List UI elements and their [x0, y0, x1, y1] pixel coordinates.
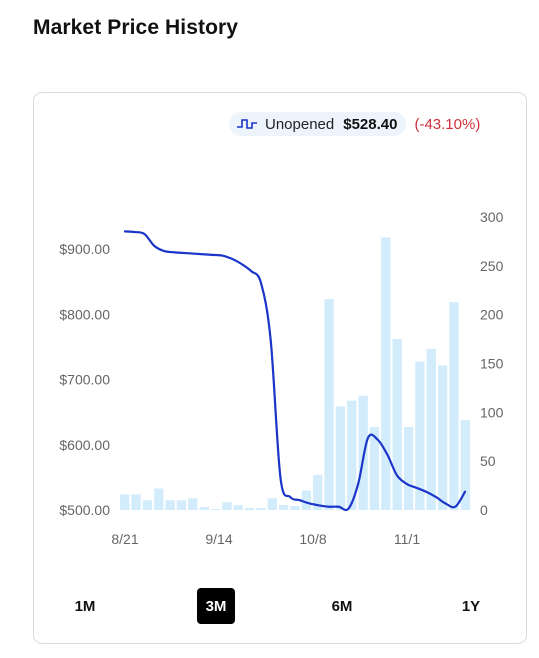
- tab-1y[interactable]: 1Y: [461, 597, 481, 615]
- time-range-tabs: 1M 3M 6M 1Y: [60, 588, 500, 624]
- x-axis-tick: 9/14: [205, 531, 232, 547]
- volume-bar: [165, 500, 175, 510]
- volume-bar: [244, 508, 255, 510]
- left-axis-tick: $600.00: [59, 437, 110, 453]
- right-axis-tick: 100: [480, 404, 504, 420]
- volume-bar: [403, 426, 414, 510]
- tab-3m[interactable]: 3M: [197, 588, 235, 624]
- volume-bar: [256, 508, 266, 510]
- legend-item-unopened[interactable]: Unopened $528.40: [229, 112, 407, 136]
- volume-bar: [222, 502, 232, 510]
- legend-label: Unopened: [265, 115, 335, 133]
- volume-bar: [131, 494, 141, 510]
- volume-bar: [199, 507, 209, 510]
- volume-bar: [449, 301, 459, 510]
- left-axis: $500.00 $600.00 $700.00 $800.00 $900.00: [59, 241, 110, 518]
- volume-bar: [278, 505, 289, 510]
- price-line: [123, 230, 467, 512]
- volume-bar: [381, 237, 391, 510]
- volume-bar: [290, 506, 300, 510]
- right-axis-tick: 50: [480, 453, 496, 469]
- volume-bar: [301, 490, 312, 510]
- volume-bar: [120, 494, 130, 510]
- volume-bar: [210, 509, 221, 510]
- left-axis-tick: $900.00: [59, 241, 110, 257]
- right-axis-tick: 200: [480, 307, 504, 323]
- chart-legend: Unopened $528.40 (-43.10%): [229, 112, 480, 136]
- step-line-icon: [237, 119, 257, 129]
- volume-bar: [176, 500, 187, 510]
- price-line-layer: [123, 230, 467, 512]
- volume-bar: [460, 420, 470, 510]
- tab-6m[interactable]: 6M: [331, 597, 353, 615]
- volume-bar: [142, 500, 153, 510]
- page-title: Market Price History: [33, 16, 239, 39]
- volume-bar: [347, 400, 357, 510]
- legend-price: $528.40: [343, 115, 398, 133]
- volume-bar: [392, 339, 402, 510]
- volume-bar: [188, 498, 198, 510]
- left-axis-tick: $700.00: [59, 372, 110, 388]
- right-axis-tick: 250: [480, 258, 504, 274]
- volume-bar: [415, 361, 425, 510]
- price-change: (-43.10%): [414, 115, 481, 133]
- volume-bar: [358, 395, 368, 510]
- volume-bar: [324, 299, 334, 510]
- x-axis-tick: 10/8: [299, 531, 326, 547]
- volume-bar: [313, 474, 323, 510]
- x-axis-tick: 11/1: [394, 531, 420, 547]
- right-axis-tick: 300: [480, 209, 504, 225]
- x-axis: 8/21 9/14 10/8 11/1: [111, 531, 420, 547]
- volume-bar: [233, 505, 243, 510]
- right-axis: 0 50 100 150 200 250 300: [480, 209, 504, 518]
- volume-bar: [154, 488, 164, 510]
- left-axis-tick: $500.00: [59, 502, 110, 518]
- right-axis-tick: 0: [480, 502, 488, 518]
- tab-1m[interactable]: 1M: [74, 597, 96, 615]
- x-axis-tick: 8/21: [111, 531, 138, 547]
- volume-bar: [369, 426, 380, 510]
- right-axis-tick: 150: [480, 356, 504, 372]
- volume-bar: [267, 498, 277, 510]
- volume-bar: [335, 406, 346, 510]
- left-axis-tick: $800.00: [59, 306, 110, 322]
- volume-bar: [437, 365, 448, 510]
- volume-bars: [120, 237, 470, 510]
- volume-bar: [426, 348, 436, 510]
